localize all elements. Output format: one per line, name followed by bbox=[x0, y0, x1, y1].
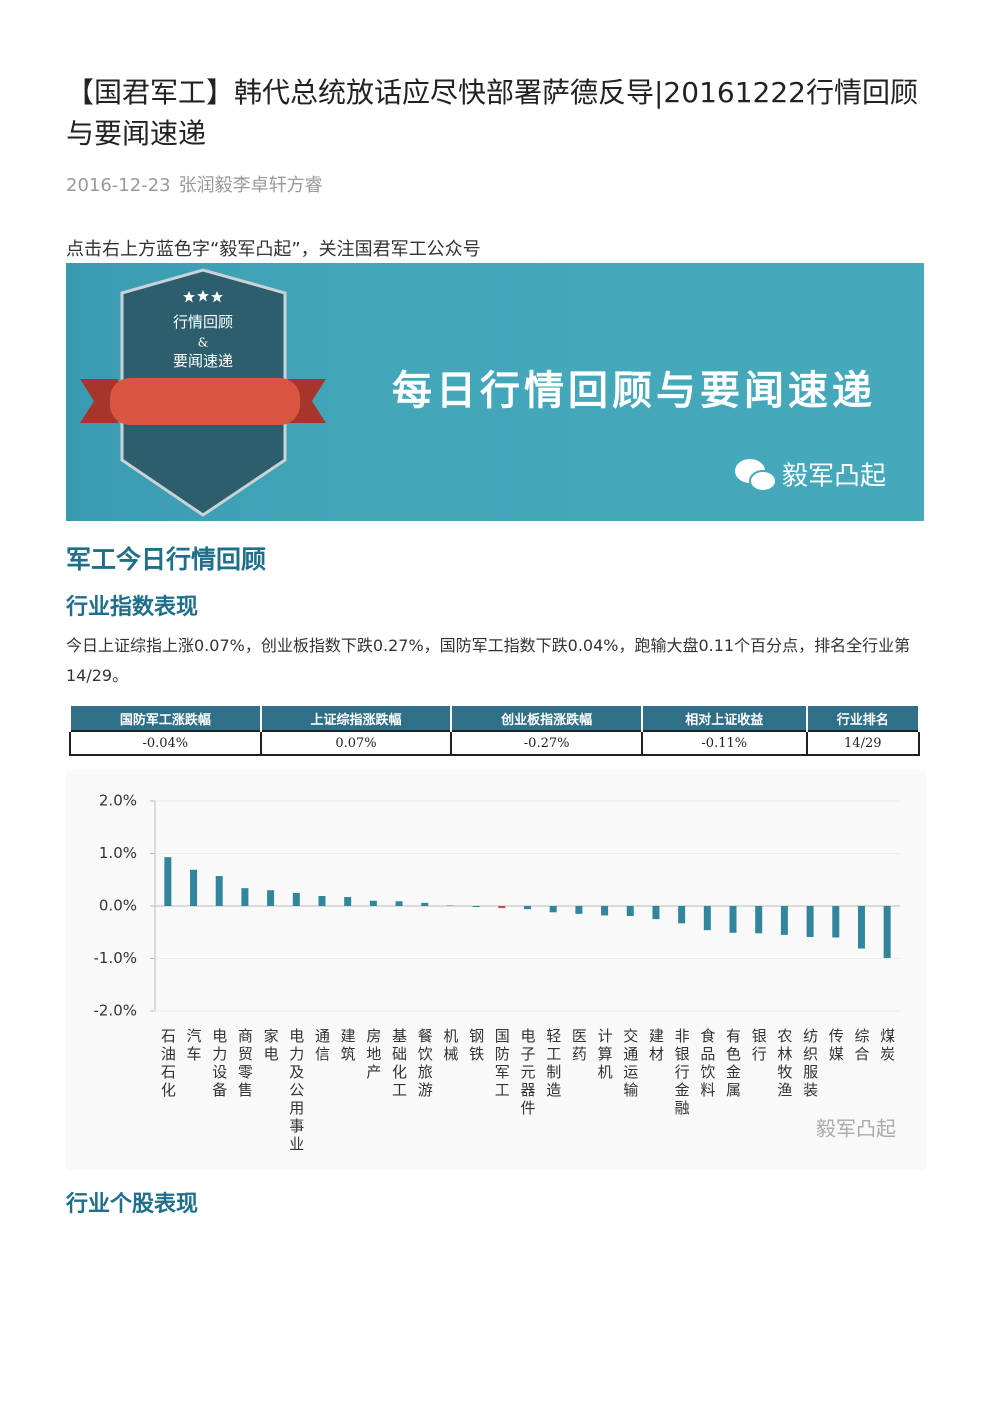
bar bbox=[549, 906, 557, 913]
x-tick-label: 电力设备 bbox=[210, 1028, 228, 1100]
x-tick-label: 医药 bbox=[570, 1028, 588, 1064]
x-tick-label: 食品饮料 bbox=[698, 1028, 716, 1100]
x-tick-label: 通信 bbox=[313, 1028, 331, 1064]
x-tick-label: 餐饮旅游 bbox=[416, 1028, 434, 1100]
table-header: 国防军工涨跌幅 上证综指涨跌幅 创业板指涨跌幅 相对上证收益 行业排名 bbox=[69, 704, 921, 732]
article-meta: 2016-12-23 张润毅李卓轩方睿 bbox=[66, 171, 323, 197]
bar bbox=[267, 890, 275, 906]
bar bbox=[832, 906, 840, 938]
x-tick-label: 钢铁 bbox=[467, 1028, 485, 1064]
x-tick-label: 轻工制造 bbox=[544, 1028, 562, 1100]
bar bbox=[241, 888, 249, 906]
bar bbox=[472, 906, 480, 908]
x-tick-label: 电子元器件 bbox=[519, 1028, 537, 1118]
x-tick-label: 商贸零售 bbox=[236, 1028, 254, 1100]
x-tick-label: 计算机 bbox=[596, 1028, 614, 1082]
intro: 点击右上方蓝色字“毅军凸起”，关注国君军工公众号 bbox=[66, 239, 481, 260]
bar bbox=[292, 892, 300, 906]
x-tick-label: 基础化工 bbox=[390, 1028, 408, 1100]
table-row: -0.04% 0.07% -0.27% -0.11% 14/29 bbox=[69, 730, 921, 756]
bar bbox=[164, 857, 172, 906]
y-tick-label: -2.0% bbox=[93, 1002, 137, 1020]
bar bbox=[524, 906, 531, 910]
y-tick-label: -1.0% bbox=[93, 949, 137, 967]
header-cell: 国防军工涨跌幅 bbox=[69, 704, 262, 732]
bar bbox=[190, 869, 198, 906]
x-tick-label: 有色金属 bbox=[724, 1028, 742, 1100]
x-tick-label: 非银行金融 bbox=[673, 1028, 691, 1118]
date: 2016-12-23 bbox=[66, 175, 171, 196]
y-tick-label: 2.0% bbox=[99, 792, 137, 810]
header-cell: 创业板指涨跌幅 bbox=[450, 704, 643, 732]
x-tick-label: 纺织服装 bbox=[801, 1028, 819, 1100]
bar bbox=[857, 906, 865, 949]
badge-text: & bbox=[198, 336, 209, 350]
paragraph: 今日上证综指上涨0.07%，创业板指数下跌0.27%，国防军工指数下跌0.04%… bbox=[66, 636, 911, 685]
ribbon bbox=[110, 378, 300, 425]
bar bbox=[498, 906, 506, 909]
x-tick-label: 传媒 bbox=[827, 1028, 845, 1064]
cell: 14/29 bbox=[805, 730, 921, 756]
x-tick-label: 石油石化 bbox=[159, 1028, 177, 1100]
bar bbox=[369, 900, 377, 906]
badge-text: 要闻速递 bbox=[173, 352, 233, 370]
bar bbox=[626, 906, 634, 916]
bar bbox=[755, 906, 763, 934]
cell: -0.04% bbox=[69, 730, 262, 756]
x-tick-label: 汽车 bbox=[185, 1028, 203, 1064]
x-tick-label: 煤炭 bbox=[878, 1028, 896, 1064]
bar bbox=[883, 906, 891, 958]
chart: 2.0% 1.0% 0.0% -1.0% -2.0% 石油石化 汽车 电力设备 商贸零售 家电 电力… bbox=[66, 770, 926, 1170]
x-tick-label: 综合 bbox=[852, 1028, 870, 1064]
bar bbox=[446, 905, 454, 906]
y-tick-label: 0.0% bbox=[99, 897, 137, 915]
subsection-heading: 行业个股表现 bbox=[66, 1192, 199, 1217]
bar bbox=[318, 896, 326, 906]
bar bbox=[678, 906, 686, 924]
watermark: 毅军凸起 bbox=[816, 1117, 896, 1141]
author[interactable]: 张润毅李卓轩方睿 bbox=[178, 175, 323, 196]
bar bbox=[421, 902, 429, 906]
x-tick-label: 电力及公用事业 bbox=[287, 1028, 305, 1154]
y-tick-label: 1.0% bbox=[99, 844, 137, 862]
x-tick-label: 房地产 bbox=[364, 1028, 382, 1082]
summary-table: 国防军工涨跌幅 上证综指涨跌幅 创业板指涨跌幅 相对上证收益 行业排名 -0.0… bbox=[69, 704, 921, 756]
bar bbox=[703, 906, 711, 931]
banner-headline: 每日行情回顾与要闻速递 bbox=[392, 367, 876, 414]
x-tick-label: 家电 bbox=[262, 1028, 280, 1064]
x-tick-label: 交通运输 bbox=[621, 1027, 639, 1100]
x-tick-label: 国防军工 bbox=[493, 1028, 511, 1100]
bar bbox=[729, 906, 737, 933]
bar bbox=[780, 906, 788, 935]
header-cell: 行业排名 bbox=[805, 704, 921, 732]
ribbon-tail bbox=[80, 379, 118, 423]
article-title: 【国君军工】韩代总统放话应尽快部署萨德反导|20161222行情回顾与要闻速递 bbox=[66, 76, 918, 150]
bar bbox=[344, 897, 352, 906]
x-tick-label: 机械 bbox=[441, 1028, 459, 1064]
cell: 0.07% bbox=[259, 730, 453, 756]
bar bbox=[575, 906, 583, 914]
x-tick-label: 银行 bbox=[750, 1028, 768, 1064]
banner: 行情回顾 & 要闻速递 每日行情回顾与要闻速递 毅军凸起 bbox=[66, 263, 924, 521]
cell: -0.27% bbox=[450, 730, 643, 756]
x-tick-label: 建材 bbox=[647, 1028, 665, 1064]
cell: -0.11% bbox=[640, 730, 808, 756]
bar bbox=[395, 901, 403, 906]
bar bbox=[215, 876, 223, 906]
x-tick-label: 农林牧渔 bbox=[775, 1028, 793, 1100]
badge-text: 行情回顾 bbox=[173, 313, 233, 331]
bar bbox=[652, 906, 660, 920]
bar bbox=[601, 906, 609, 916]
header-cell: 相对上证收益 bbox=[640, 704, 808, 732]
wechat-icon bbox=[735, 459, 777, 492]
banner-account: 毅军凸起 bbox=[782, 462, 886, 492]
section-heading: 军工今日行情回顾 bbox=[66, 545, 267, 574]
bar bbox=[806, 906, 814, 937]
subsection-heading: 行业指数表现 bbox=[66, 595, 199, 620]
header-cell: 上证综指涨跌幅 bbox=[259, 704, 453, 732]
x-tick-label: 建筑 bbox=[339, 1028, 357, 1064]
chart-bg bbox=[66, 770, 926, 1170]
